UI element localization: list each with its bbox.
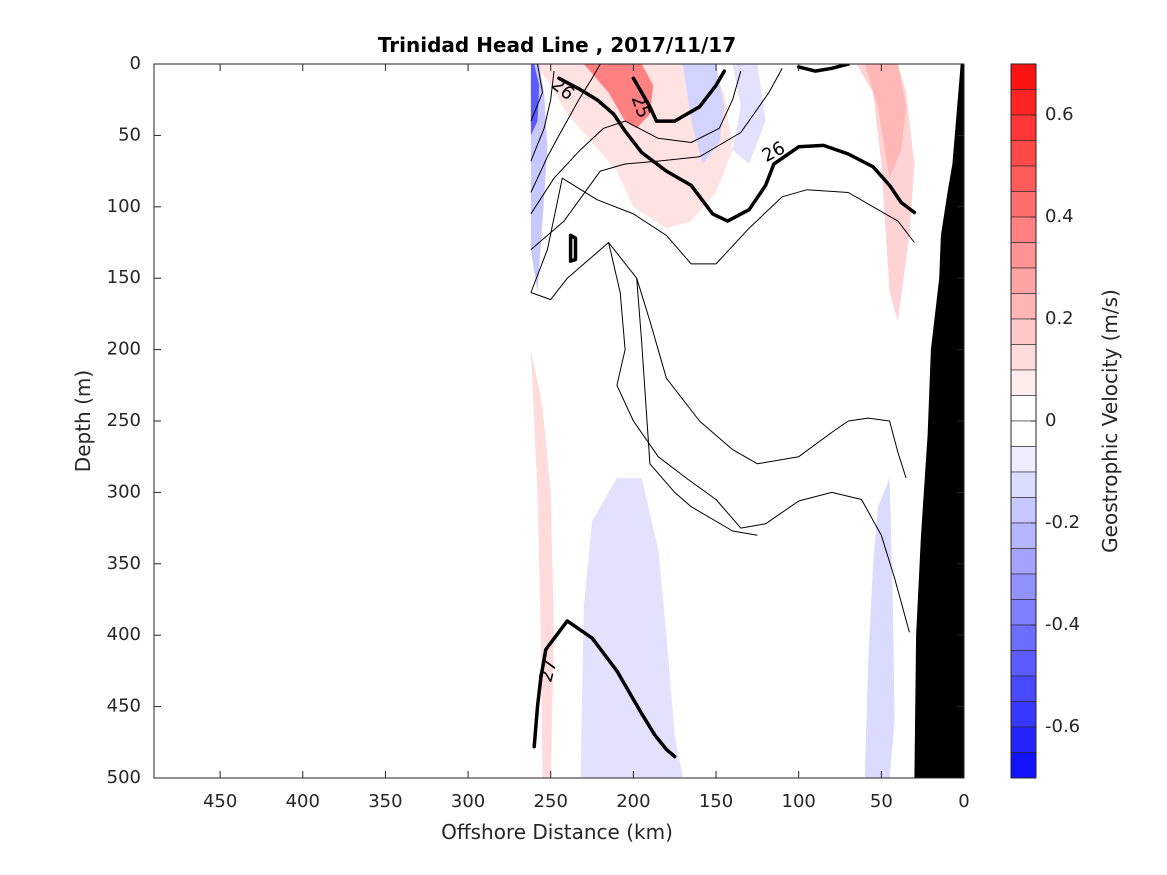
colorbar-level <box>1010 522 1037 549</box>
y-tick-label: 200 <box>107 339 141 360</box>
x-tick-label: 150 <box>699 791 733 812</box>
x-tick-label: 450 <box>203 791 237 812</box>
y-tick-label: 250 <box>107 410 141 431</box>
colorbar-level <box>1010 446 1037 473</box>
colorbar-level <box>1010 624 1037 651</box>
velocity-fills <box>530 64 915 778</box>
colorbar-tick-label: 0 <box>1045 410 1056 431</box>
colorbar-level <box>1010 752 1037 779</box>
colorbar-level <box>1010 701 1037 728</box>
colorbar-level <box>1010 114 1037 141</box>
thin-contour-line <box>530 177 915 293</box>
negative-velocity-region <box>530 64 540 136</box>
colorbar-level <box>1010 216 1037 243</box>
positive-velocity-region <box>530 349 554 778</box>
colorbar-tick-label: 0.2 <box>1045 308 1074 329</box>
colorbar-tick-label: -0.6 <box>1045 716 1080 737</box>
colorbar-level <box>1010 497 1037 524</box>
thin-contour-line <box>530 242 907 479</box>
density-contours <box>530 64 917 759</box>
bold-contour-line <box>557 76 917 223</box>
colorbar-tick-label: -0.2 <box>1045 512 1080 533</box>
colorbar-level <box>1010 650 1037 677</box>
bold-contour-line <box>796 64 851 73</box>
colorbar-level <box>1010 369 1037 396</box>
seafloor-shape <box>914 64 964 778</box>
colorbar-level <box>1010 599 1037 626</box>
colorbar-level <box>1010 344 1037 371</box>
y-tick-label: 100 <box>107 196 141 217</box>
bathymetry <box>914 64 964 778</box>
x-tick-label: 50 <box>870 791 893 812</box>
bold-contour-line <box>631 69 727 123</box>
colorbar-level <box>1010 675 1037 702</box>
x-tick-label: 200 <box>616 791 650 812</box>
y-tick-label: 150 <box>107 267 141 288</box>
colorbar-level <box>1010 63 1037 90</box>
colorbar-tick-label: 0.4 <box>1045 206 1074 227</box>
y-tick-label: 350 <box>107 553 141 574</box>
colorbar-level <box>1010 395 1037 422</box>
thin-contour-line <box>636 278 758 536</box>
x-tick-label: 100 <box>782 791 816 812</box>
colorbar-level <box>1010 191 1037 218</box>
y-tick-label: 0 <box>130 53 141 74</box>
colorbar-level <box>1010 140 1037 167</box>
thin-contour-line <box>530 70 742 215</box>
y-tick-label: 450 <box>107 696 141 717</box>
thin-contour-line <box>530 64 601 193</box>
colorbar-title: Geostrophic Velocity (m/s) <box>1098 289 1122 553</box>
colorbar-level <box>1010 420 1037 447</box>
colorbar-level <box>1010 242 1037 269</box>
y-axis: 0 50 100 150 200 250 300 350 400 450 500 <box>107 53 964 788</box>
y-tick-label: 500 <box>107 767 141 788</box>
negative-velocity-region <box>732 64 766 164</box>
colorbar-level <box>1010 573 1037 600</box>
y-tick-label: 300 <box>107 481 141 502</box>
x-tick-label: 350 <box>368 791 402 812</box>
y-axis-title: Depth (m) <box>71 370 95 472</box>
colorbar: 0.6 0.4 0.2 0 -0.2 -0.4 -0.6 <box>1010 63 1080 779</box>
x-tick-label: 250 <box>534 791 568 812</box>
chart-title: Trinidad Head Line , 2017/11/17 <box>378 33 736 57</box>
positive-velocity-region <box>864 64 907 179</box>
colorbar-level <box>1010 548 1037 575</box>
thin-contour-line <box>530 68 783 250</box>
colorbar-level <box>1010 471 1037 498</box>
bold-contour-line <box>568 233 578 263</box>
colorbar-level <box>1010 165 1037 192</box>
colorbar-level <box>1010 89 1037 116</box>
colorbar-level <box>1010 293 1037 320</box>
x-tick-label: 300 <box>451 791 485 812</box>
x-axis-title: Offshore Distance (km) <box>441 820 673 844</box>
colorbar-level <box>1010 267 1037 294</box>
x-tick-label: 0 <box>958 791 969 812</box>
x-tick-label: 400 <box>286 791 320 812</box>
thin-contour-line <box>608 242 910 633</box>
y-tick-label: 50 <box>118 124 141 145</box>
bold-contour-line <box>532 619 677 759</box>
y-tick-label: 400 <box>107 624 141 645</box>
colorbar-tick-label: 0.6 <box>1045 104 1074 125</box>
positive-velocity-region <box>534 64 733 229</box>
colorbar-tick-label: -0.4 <box>1045 614 1080 635</box>
colorbar-level <box>1010 726 1037 753</box>
colorbar-level <box>1010 318 1037 345</box>
thin-contour-line <box>530 71 555 162</box>
x-axis: 450 400 350 300 250 200 150 100 50 0 <box>203 64 970 812</box>
thin-contour-line <box>530 64 543 122</box>
negative-velocity-region <box>580 478 683 778</box>
